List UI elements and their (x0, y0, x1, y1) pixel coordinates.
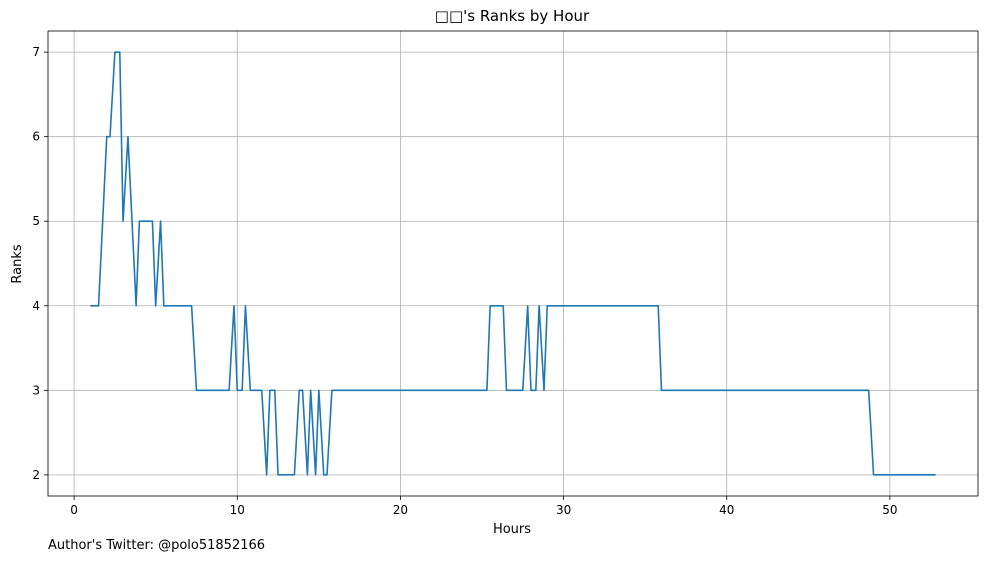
x-axis-ticks: 0 10 20 30 40 50 (70, 496, 898, 517)
series-group (90, 51, 936, 476)
x-tick-label: 40 (719, 503, 734, 517)
x-axis-label: Hours (493, 522, 531, 537)
y-tick-label: 6 (32, 130, 40, 144)
x-tick-label: 20 (393, 503, 408, 517)
grid (48, 31, 978, 496)
y-tick-label: 2 (32, 468, 40, 482)
author-credit: Author's Twitter: @polo51852166 (48, 538, 266, 553)
plot-area-border (47, 30, 979, 497)
y-tick-label: 5 (32, 214, 40, 228)
x-tick-label: 10 (230, 503, 245, 517)
y-axis-ticks: 2 3 4 5 6 7 (32, 45, 48, 482)
y-axis-label: Ranks (10, 244, 25, 283)
y-tick-label: 4 (32, 299, 40, 313)
rank-line (90, 51, 936, 476)
x-tick-label: 30 (556, 503, 571, 517)
y-tick-label: 3 (32, 383, 40, 397)
x-tick-label: 0 (70, 503, 78, 517)
axes-frame (47, 30, 979, 497)
y-tick-label: 7 (32, 45, 40, 59)
chart-title: □□'s Ranks by Hour (435, 7, 590, 25)
x-tick-label: 50 (882, 503, 897, 517)
